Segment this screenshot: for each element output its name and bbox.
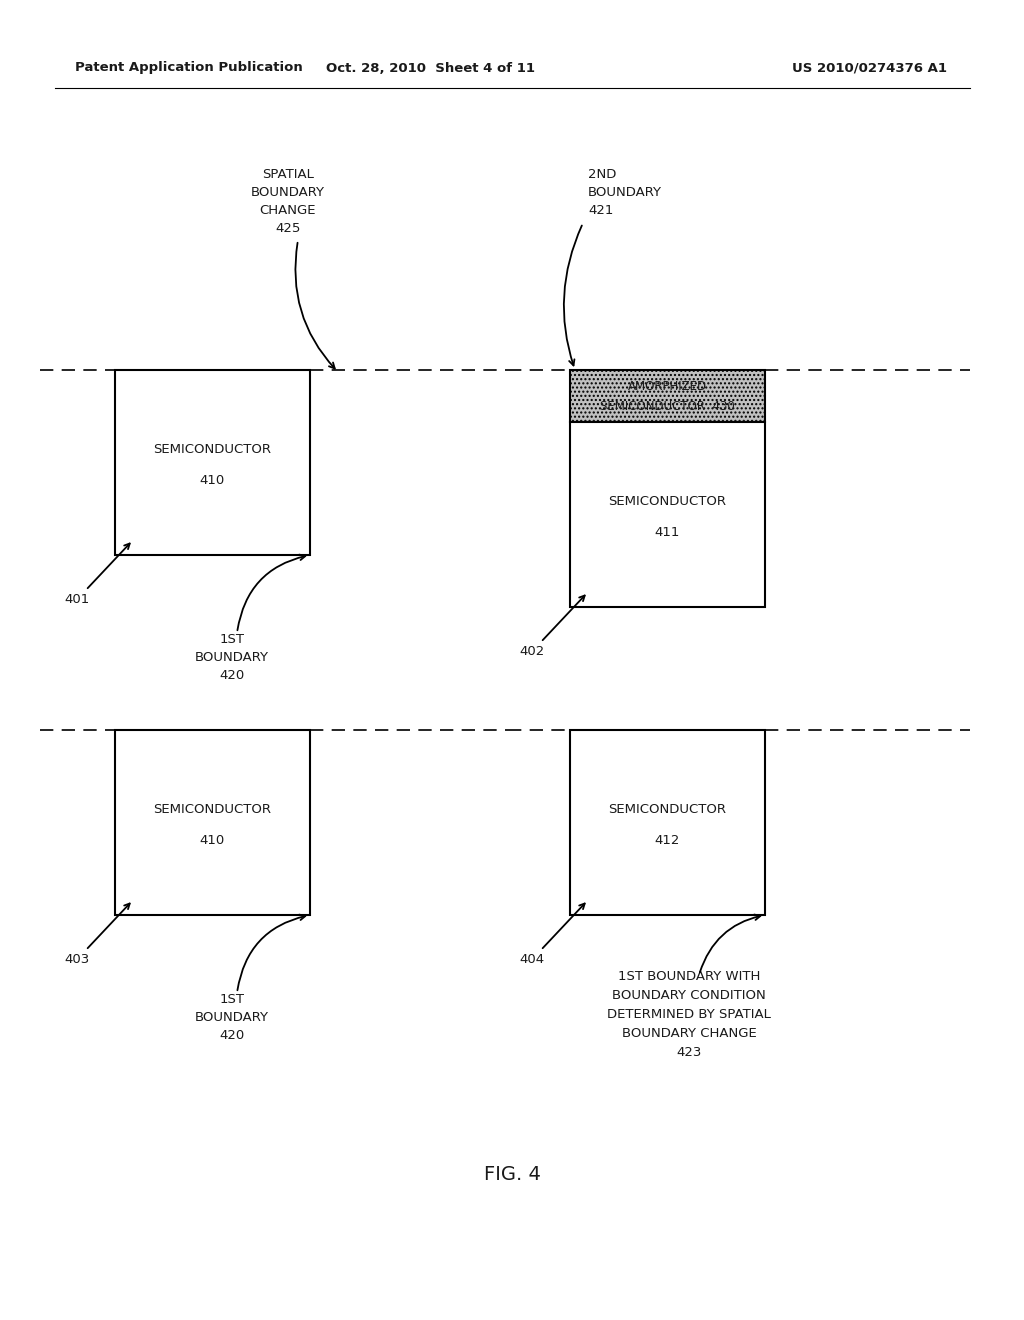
Text: BOUNDARY CONDITION: BOUNDARY CONDITION (612, 989, 766, 1002)
Text: US 2010/0274376 A1: US 2010/0274376 A1 (793, 62, 947, 74)
Text: BOUNDARY CHANGE: BOUNDARY CHANGE (622, 1027, 757, 1040)
Text: CHANGE: CHANGE (260, 205, 316, 216)
Text: Oct. 28, 2010  Sheet 4 of 11: Oct. 28, 2010 Sheet 4 of 11 (326, 62, 535, 74)
Text: 410: 410 (200, 474, 224, 487)
Text: 420: 420 (219, 669, 245, 682)
Text: SEMICONDUCTOR  430: SEMICONDUCTOR 430 (600, 400, 734, 412)
Text: 412: 412 (654, 834, 680, 847)
Bar (570, 370, 765, 422)
Bar (115, 730, 310, 915)
Text: 410: 410 (200, 834, 224, 847)
Text: 421: 421 (588, 205, 613, 216)
Text: SPATIAL: SPATIAL (262, 168, 314, 181)
Text: 411: 411 (654, 527, 680, 540)
Text: 402: 402 (519, 595, 585, 657)
Text: 403: 403 (65, 903, 130, 966)
Text: 401: 401 (65, 544, 130, 606)
Text: 2ND: 2ND (588, 168, 616, 181)
Text: 423: 423 (676, 1045, 701, 1059)
Text: BOUNDARY: BOUNDARY (588, 186, 662, 199)
Text: 1ST BOUNDARY WITH: 1ST BOUNDARY WITH (617, 970, 760, 983)
Text: 404: 404 (519, 903, 585, 966)
Text: DETERMINED BY SPATIAL: DETERMINED BY SPATIAL (607, 1008, 771, 1020)
Text: 1ST: 1ST (219, 634, 245, 645)
Text: BOUNDARY: BOUNDARY (251, 186, 325, 199)
Text: Patent Application Publication: Patent Application Publication (75, 62, 303, 74)
Bar (115, 370, 310, 554)
Bar (570, 422, 765, 607)
Text: SEMICONDUCTOR: SEMICONDUCTOR (153, 444, 271, 455)
Text: AMORPHIZED: AMORPHIZED (628, 380, 707, 392)
Text: SEMICONDUCTOR: SEMICONDUCTOR (153, 803, 271, 816)
Text: SEMICONDUCTOR: SEMICONDUCTOR (608, 803, 726, 816)
Text: 420: 420 (219, 1030, 245, 1041)
Text: BOUNDARY: BOUNDARY (195, 1011, 269, 1024)
Text: BOUNDARY: BOUNDARY (195, 651, 269, 664)
Text: SEMICONDUCTOR: SEMICONDUCTOR (608, 495, 726, 508)
Text: 425: 425 (275, 222, 301, 235)
Bar (570, 730, 765, 915)
Text: 1ST: 1ST (219, 993, 245, 1006)
Text: FIG. 4: FIG. 4 (483, 1166, 541, 1184)
